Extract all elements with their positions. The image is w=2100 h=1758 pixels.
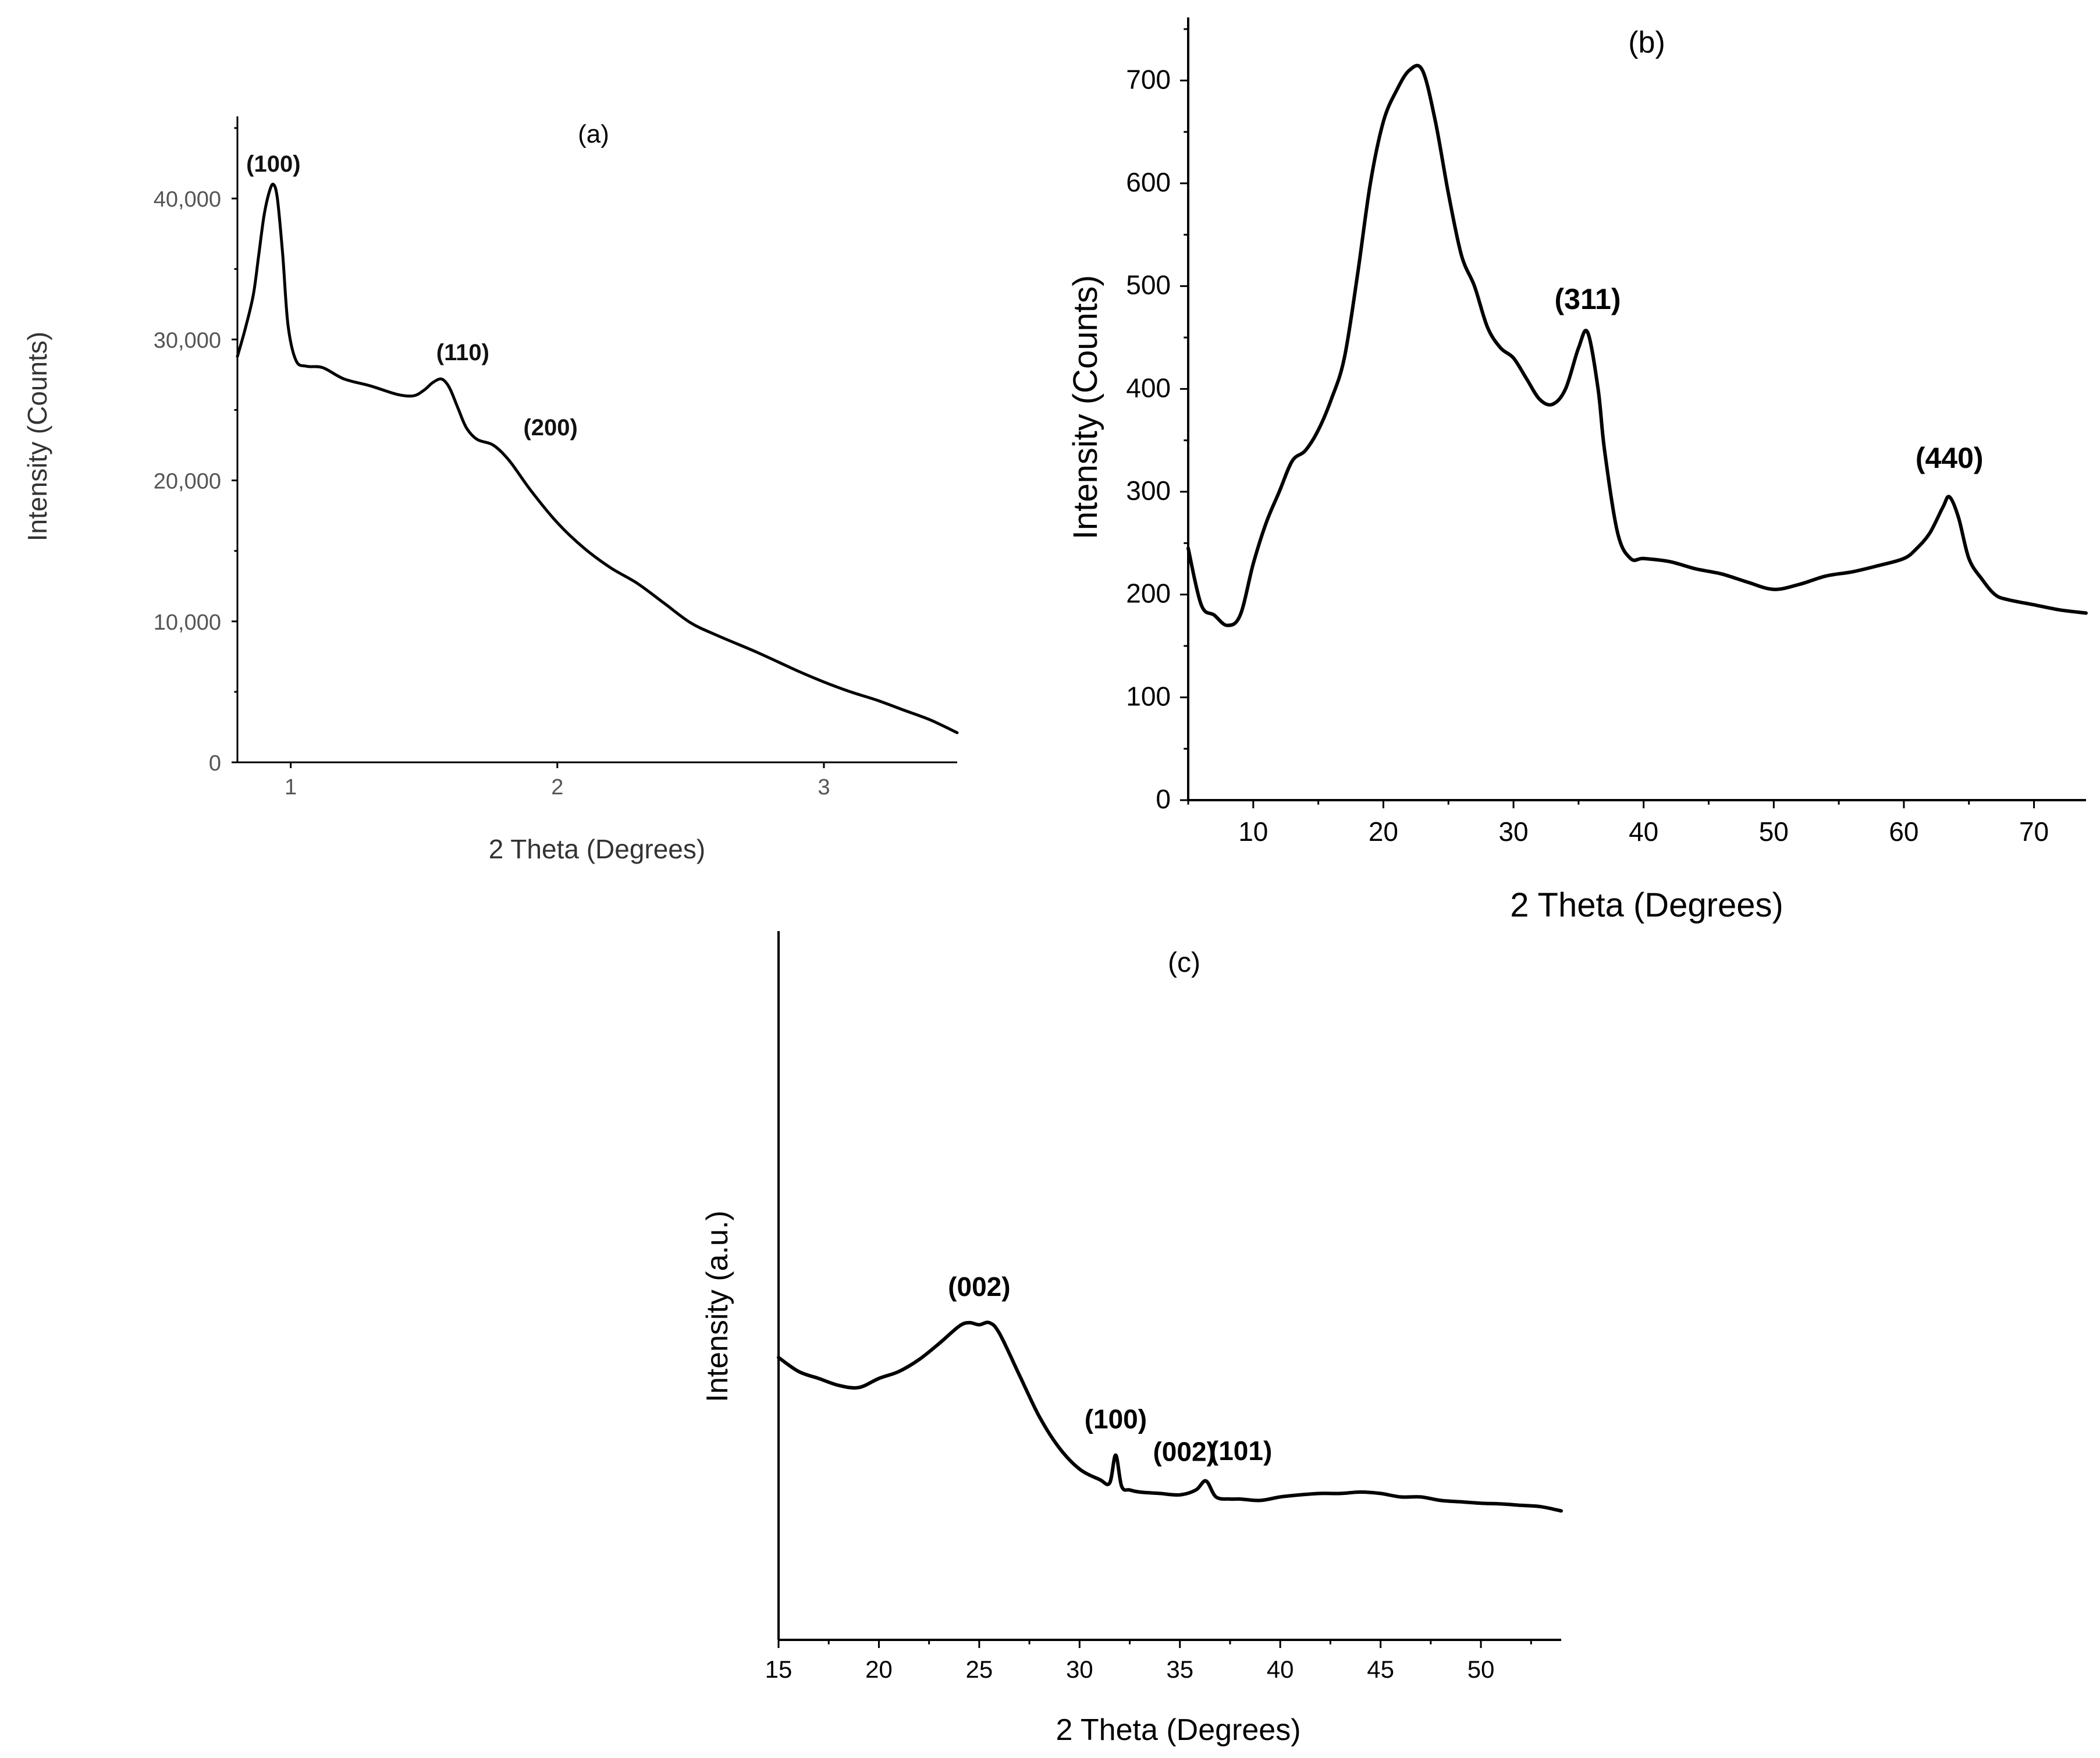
y-tick-label: 40,000 (154, 187, 221, 212)
peak-label: (110) (436, 340, 489, 365)
x-tick-label: 30 (1498, 816, 1528, 847)
x-axis-title: 2 Theta (Degrees) (489, 834, 705, 864)
series-line (1186, 63, 2088, 627)
y-axis-title: Intensity (Counts) (1067, 275, 1104, 540)
x-tick-label: 30 (1066, 1656, 1093, 1683)
x-tick-label: 70 (2019, 816, 2049, 847)
x-axis-title: 2 Theta (Degrees) (1056, 1713, 1300, 1747)
y-tick-label: 200 (1126, 578, 1171, 609)
x-tick-label: 1 (285, 775, 297, 800)
x-tick-label: 50 (1467, 1656, 1495, 1683)
y-tick-label: 400 (1126, 372, 1171, 403)
annotation-group: (002)(100)(002)(101) (948, 1272, 1272, 1467)
x-tick-label: 10 (1238, 816, 1268, 847)
peak-label: (200) (523, 415, 577, 441)
annotation-group: (100) (110) (200) (246, 151, 578, 441)
x-tick-label: 40 (1629, 816, 1658, 847)
panel-label: (a) (578, 120, 609, 148)
y-tick-label: 100 (1126, 681, 1171, 711)
x-tick-label: 35 (1166, 1656, 1193, 1683)
y-tick-label: 0 (1156, 784, 1171, 814)
annotation-group: (311) (440) (1555, 283, 1984, 474)
peak-label: (100) (246, 151, 300, 177)
peak-label: (100) (1085, 1404, 1147, 1434)
tick-group (777, 1640, 1532, 1648)
x-tick-label: 40 (1267, 1656, 1294, 1683)
y-axis-title: Intensity (a.u.) (701, 1210, 734, 1402)
y-tick-label: 500 (1126, 270, 1171, 300)
x-tick-label: 2 (551, 775, 563, 800)
y-tick-label: 700 (1126, 64, 1171, 94)
x-tick-label: 60 (1889, 816, 1918, 847)
x-tick-label: 45 (1367, 1656, 1394, 1683)
y-tick-label: 600 (1126, 167, 1171, 197)
peak-label: (002) (948, 1272, 1010, 1302)
x-tick-label: 25 (966, 1656, 993, 1683)
tick-label-group: 15 20 25 30 35 40 45 50 (765, 1656, 1495, 1683)
chart-panel-c: 15 20 25 30 35 40 45 50 (002)(100)(002)(101) 2 … (701, 931, 1563, 1747)
y-axis-title: Intensity (Counts) (22, 332, 52, 541)
y-tick-label: 10,000 (154, 610, 221, 635)
series-line (236, 182, 959, 734)
x-axis-title: 2 Theta (Degrees) (1510, 886, 1783, 924)
peak-label: (311) (1555, 283, 1621, 315)
panel-label: (b) (1628, 26, 1665, 59)
peak-label: (440) (1916, 442, 1984, 474)
peak-label: (101) (1210, 1436, 1272, 1466)
y-tick-label: 20,000 (154, 470, 221, 494)
x-tick-label: 3 (818, 775, 830, 800)
x-tick-label: 20 (865, 1656, 893, 1683)
x-tick-label: 20 (1369, 816, 1398, 847)
x-tick-label: 50 (1759, 816, 1789, 847)
x-tick-label: 15 (765, 1656, 793, 1683)
tick-label-group: 1 2 3 0 10,000 20,000 30,000 40,000 (154, 187, 830, 800)
series-line (777, 1320, 1563, 1513)
y-tick-label: 300 (1126, 475, 1171, 506)
panel-label: (c) (1168, 947, 1200, 978)
tick-group (232, 127, 825, 768)
y-tick-label: 0 (209, 751, 221, 776)
peak-label: (002) (1153, 1436, 1215, 1466)
y-tick-label: 30,000 (154, 328, 221, 353)
tick-group (1180, 28, 2035, 808)
